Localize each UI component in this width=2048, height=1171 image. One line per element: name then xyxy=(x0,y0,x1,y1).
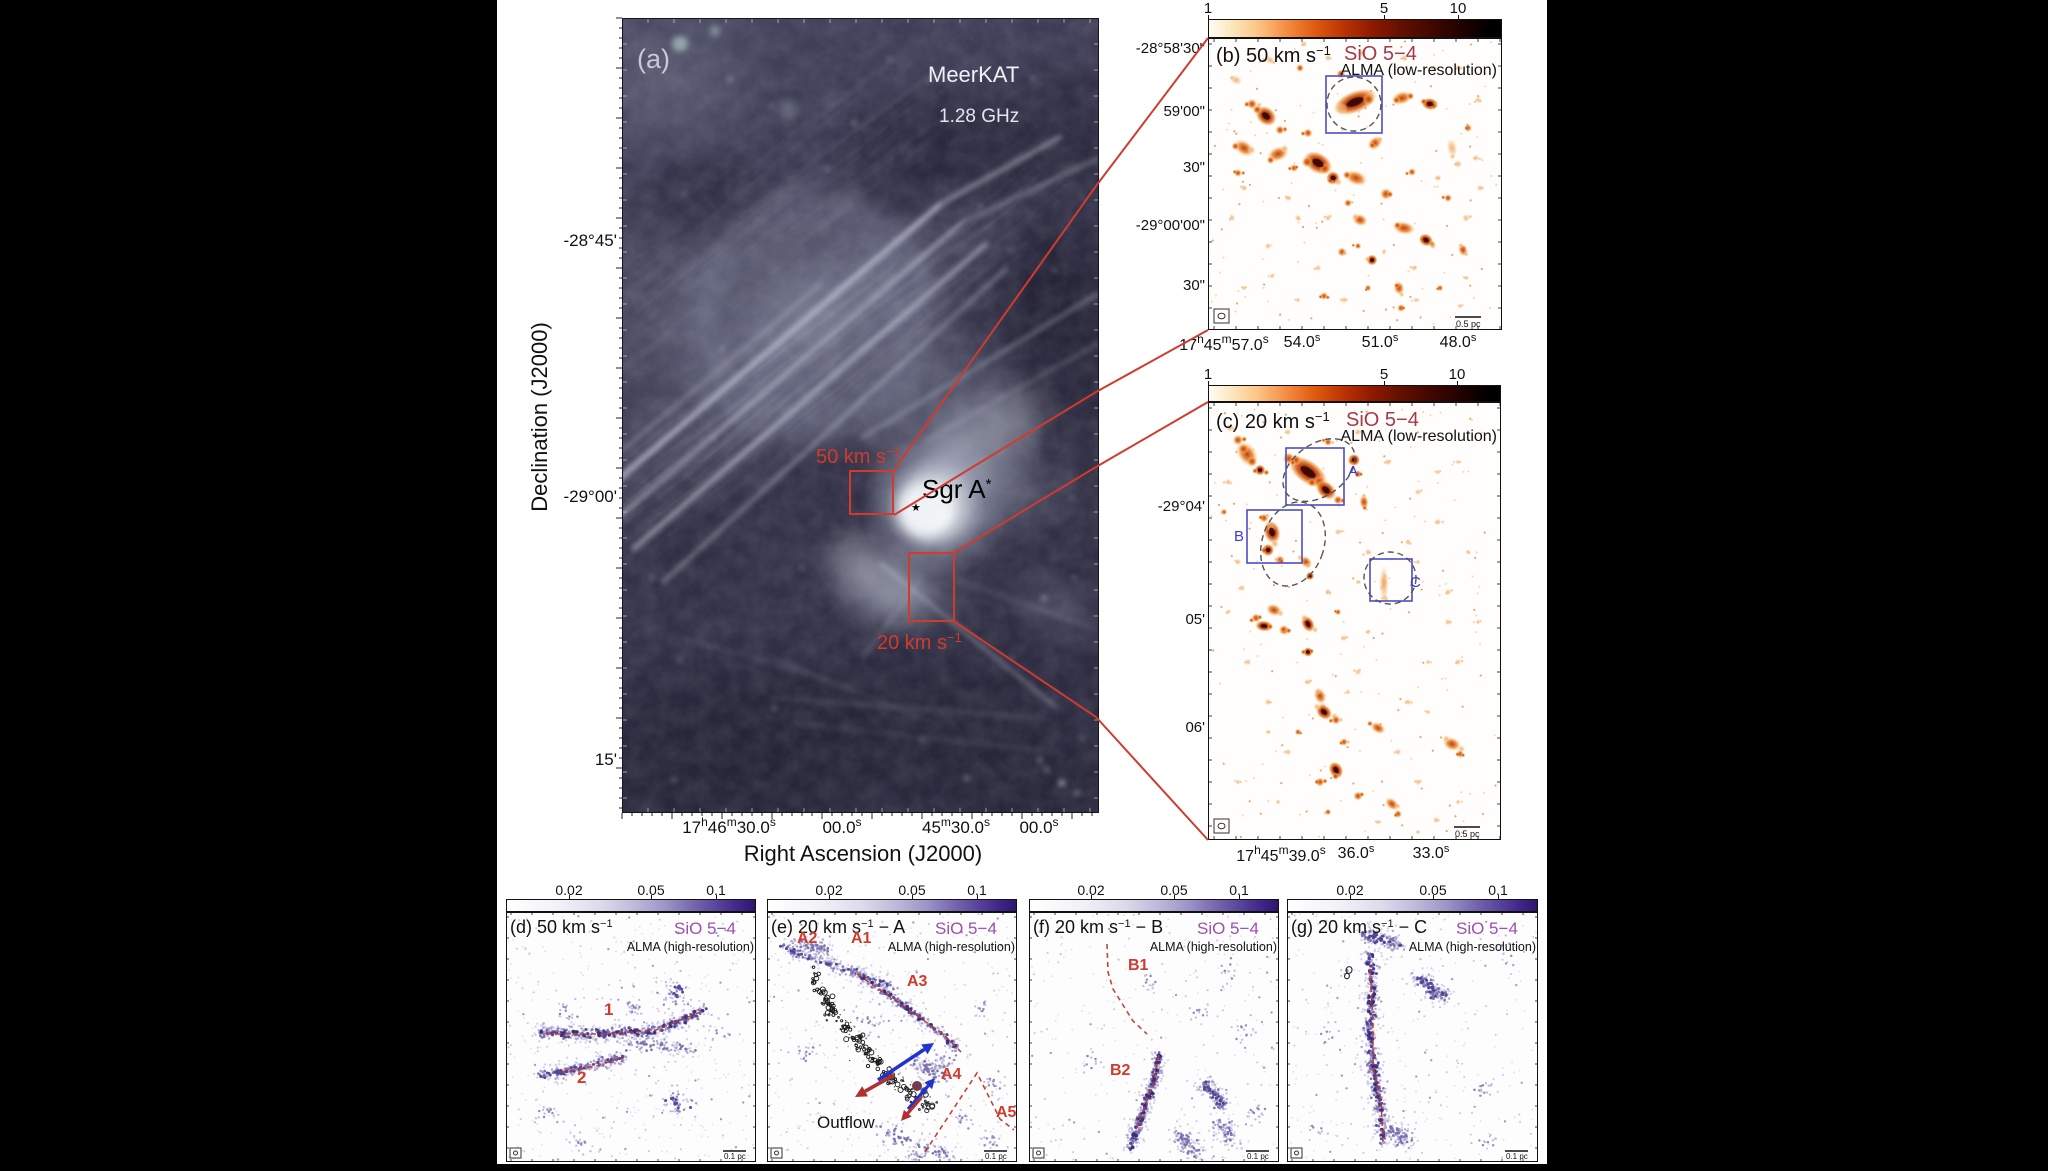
svg-text:0.1 pc: 0.1 pc xyxy=(985,1152,1007,1161)
svg-text:0.1 pc: 0.1 pc xyxy=(724,1152,746,1161)
svg-text:0.1 pc: 0.1 pc xyxy=(1506,1152,1528,1161)
svg-text:0.5 pc: 0.5 pc xyxy=(1455,829,1480,839)
svg-text:0.1 pc: 0.1 pc xyxy=(1247,1152,1269,1161)
svg-text:0.5 pc: 0.5 pc xyxy=(1456,319,1481,329)
